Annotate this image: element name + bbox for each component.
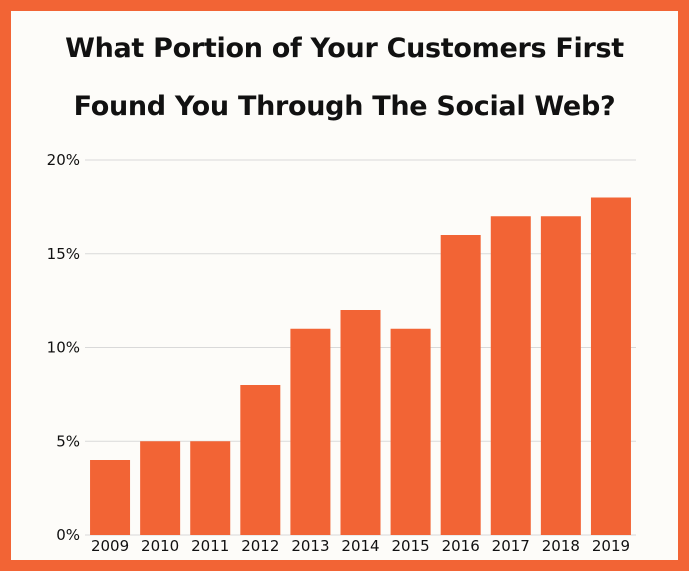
bar-2019	[590, 197, 631, 535]
bar-2018	[540, 216, 581, 535]
bar-2012	[240, 385, 281, 535]
x-tick-label: 2015	[391, 537, 429, 555]
bar-2016	[440, 235, 481, 535]
x-tick-label: 2018	[542, 537, 580, 555]
x-tick-label: 2014	[341, 537, 379, 555]
chart-frame: What Portion of Your Customers First Fou…	[11, 11, 678, 560]
y-tick-label: 0%	[56, 526, 80, 544]
bar-2017	[490, 216, 531, 535]
x-tick-label: 2011	[191, 537, 229, 555]
x-tick-label: 2019	[592, 537, 630, 555]
x-tick-label: 2016	[442, 537, 480, 555]
x-tick-label: 2010	[141, 537, 179, 555]
y-tick-label: 10%	[47, 339, 80, 357]
bar-2010	[140, 441, 181, 535]
bar-2011	[190, 441, 231, 535]
y-tick-label: 15%	[47, 245, 80, 263]
x-tick-label: 2009	[91, 537, 129, 555]
bar-2015	[390, 328, 431, 535]
x-tick-label: 2017	[492, 537, 530, 555]
chart-title-line-2: Found You Through The Social Web?	[73, 91, 616, 122]
chart-title-line-1: What Portion of Your Customers First	[65, 33, 624, 64]
bar-2009	[90, 460, 131, 535]
bar-chart: 0% 5% 10% 15% 20% 2009 2010 2011 2012 2013 2014 201…	[47, 151, 636, 555]
y-tick-label: 5%	[56, 432, 80, 450]
bar-2014	[340, 310, 381, 535]
y-tick-label: 20%	[47, 151, 80, 169]
x-tick-label: 2013	[291, 537, 329, 555]
x-tick-label: 2012	[241, 537, 279, 555]
bar-2013	[290, 328, 331, 535]
